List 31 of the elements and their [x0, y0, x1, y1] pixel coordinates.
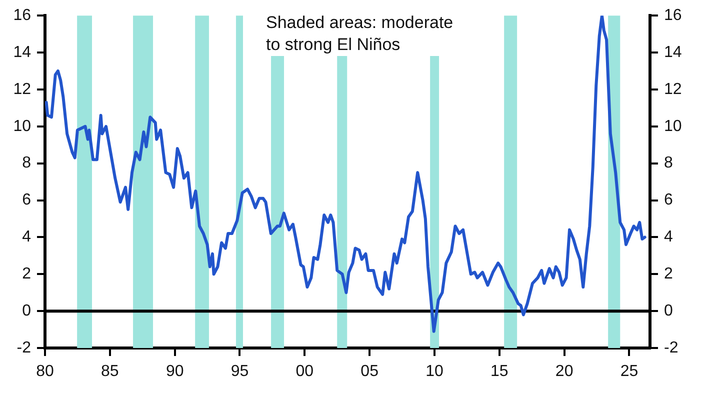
y-tick-label: 16	[13, 7, 32, 24]
y2-tick-label: 6	[664, 192, 673, 209]
y-tick-label: 4	[22, 228, 32, 246]
y2-tick-label: 4	[664, 228, 673, 246]
y-tick-label: 12	[13, 80, 32, 98]
y2-tick-label: 14	[664, 44, 682, 61]
x-tick-label: 90	[166, 363, 184, 380]
y2-tick-label: 10	[664, 118, 682, 135]
x-tick-label: 25	[620, 363, 638, 380]
y-tick-label: 6	[22, 192, 32, 209]
x-tick-label: 20	[555, 363, 574, 380]
annotation: Shaded areas: moderate to strong El Niños	[266, 12, 454, 56]
y-tick-label: -2	[16, 339, 32, 356]
x-tick-label: 00	[296, 363, 314, 380]
x-tick-label: 80	[36, 363, 54, 380]
y2-tick-label: 16	[664, 7, 682, 24]
x-tick-label: 15	[490, 363, 508, 380]
x-tick-label: 85	[101, 363, 119, 380]
y2-tick-label: 12	[664, 80, 682, 98]
y2-tick-label: 2	[664, 266, 673, 283]
y2-tick-label: 8	[664, 154, 673, 172]
y2-tick-label: -2	[664, 339, 678, 356]
x-tick-label: 95	[230, 363, 249, 380]
y-tick-label: 2	[22, 266, 32, 283]
y-tick-label: 14	[13, 44, 32, 61]
y-tick-label: 0	[22, 302, 32, 320]
y-tick-label: 10	[13, 118, 32, 135]
y-tick-label: 8	[22, 154, 32, 172]
x-tick-label: 10	[426, 363, 444, 380]
y2-tick-label: 0	[664, 302, 673, 320]
x-tick-label: 05	[360, 363, 379, 380]
